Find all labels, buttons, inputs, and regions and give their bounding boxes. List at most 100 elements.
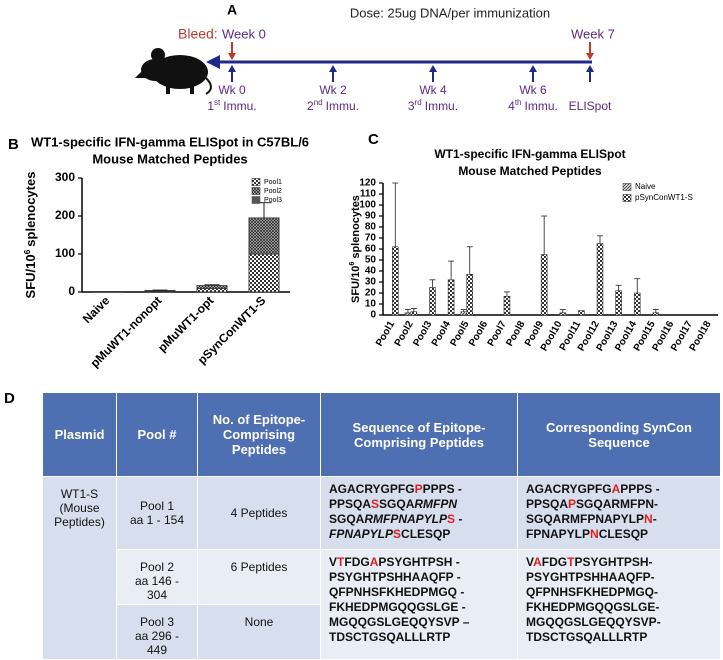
error-bar [653,310,659,313]
mutated-residue: P [568,497,576,511]
mutated-residue: N [590,527,599,541]
sequence-text: FDG [542,555,567,569]
mutated-residue: A [612,482,621,496]
error-bar [405,310,411,313]
chart-title: Mouse Matched Peptides [458,164,602,178]
header-cell: Plasmid [43,393,117,477]
sequence-text: MGQQGSLGEQQYSVP – [329,615,469,629]
legend-label: Pool3 [264,197,282,204]
sequence-line: AGACRYGPFGPPPPS - [329,482,509,497]
y-tick-label: 300 [55,170,75,184]
y-tick-label: 0 [370,310,376,321]
bar-segment [197,289,227,292]
mutated-residue: N [644,512,653,526]
sequence-text: FKHEDPMGQQGSLGE - [329,600,466,614]
sequence-text: FKHEDPMGQQGSLGE- [526,600,659,614]
plasmid-cell: WT1-S (Mouse Peptides) [43,477,117,660]
pool-line: 449 [121,643,193,657]
y-tick-label: 90 [365,211,377,222]
error-bar [256,203,271,218]
sequence-text: CLESQP [401,527,450,541]
sequence-line: MGQQGSLGEQQYSVP – [329,615,509,630]
sequence-text: PPSQA [329,497,371,511]
sequence-line: FKHEDPMGQQGSLGE - [329,600,509,615]
event-text: Immu. [326,99,359,113]
sequence-line: AGACRYGPFGAPPPS - [526,482,712,497]
y-tick-label: 60 [365,244,377,255]
sequence-text: AGACRYGPFG [329,482,415,496]
y-tick-label: 0 [68,284,75,298]
sequence-line: FPNAPYLPNCLESQP [526,527,712,542]
peptide-count-cell: 4 Peptides [198,477,321,550]
legend-swatch [252,179,260,186]
event-text: Immu. [425,99,458,113]
y-tick-label: 120 [359,178,376,189]
legend-label: Naive [635,182,656,191]
mouse-icon [135,48,211,94]
y-tick-label: 20 [365,288,377,299]
sequence-text: MGQQGSLGEQQYSVP- [526,615,661,629]
peptide-count-cell: 6 Peptides [198,550,321,605]
x-tick-label: Naive [80,293,113,326]
bar [430,288,436,316]
legend-label: Pool1 [264,179,282,186]
bar [560,313,566,315]
header-cell: Pool # [117,393,198,477]
sequence-text: PPPS - [423,482,462,496]
chart-title: WT1-specific IFN-gamma ELISpot [434,147,625,161]
error-bar [411,308,417,311]
dose-text: Dose: 25ug DNA/per immunization [350,5,550,20]
bar [411,312,417,315]
error-bar [560,310,566,313]
bar [392,247,398,315]
error-bar [634,279,640,293]
sequence-line: SGQARMFPNAPYLPN- [526,512,712,527]
error-bar [392,183,398,247]
header-cell: Sequence of Epitope-Comprising Peptides [321,393,518,477]
y-label-sup: 6 [348,262,356,266]
sequence-text: PSYGHTPSH- [574,555,652,569]
sequence-line: PSYGHTPSHHAAQFP- [526,570,712,585]
event-text: Immu. [223,99,256,113]
bleed-label: Bleed: [178,26,218,42]
y-tick-label: 10 [365,299,377,310]
week-label: Wk 4 [419,83,447,97]
sequence-text: PPPS - [620,482,659,496]
chart-title: Mouse Matched Peptides [92,151,247,166]
sequence-text: FPNAPYLP [526,527,590,541]
header-cell: No. of Epitope-Comprising Peptides [198,393,321,477]
sequence-text: RMFPN [414,497,457,511]
sequence-text: TDSCTGSQALLLRTP [526,630,647,644]
sequence-cell: VAFDGTPSYGHTPSH-PSYGHTPSHHAAQFP-QFPNHSFK… [518,550,721,660]
y-label-text: SFU/10 [23,254,38,298]
bar-segment [249,254,279,292]
sequence-cell: AGACRYGPFGAPPPS -PPSQAPSGQARMFPN-SGQARMF… [518,477,721,550]
timeline-arrowhead [206,55,220,69]
sequence-line: TDSCTGSQALLLRTP [526,630,712,645]
y-label-text: splenocytes [23,172,38,247]
sequence-text: PSYGHTPSHHAAQFP- [526,570,655,584]
y-tick-label: 70 [365,233,377,244]
panel-label: C [368,131,379,148]
bleed-week: Week 0 [222,26,266,41]
header-cell: Corresponding SynCon Sequence [518,393,721,477]
bar-segment [249,218,279,254]
sequence-line: FKHEDPMGQQGSLGE- [526,600,712,615]
sequence-text: QFPNHSFKHEDPMGQ - [329,585,464,599]
sequence-text: SGQA [329,512,364,526]
error-bar [430,280,436,288]
bar [634,293,640,315]
y-label-text: splenocytes [350,195,362,259]
mutated-residue: A [533,555,542,569]
figure: A Dose: 25ug DNA/per immunization Bleed:… [0,0,723,390]
event-ordinal-suffix: th [515,98,522,107]
y-label-sup: 6 [22,249,32,254]
pool-line: Pool 1 [121,499,193,513]
